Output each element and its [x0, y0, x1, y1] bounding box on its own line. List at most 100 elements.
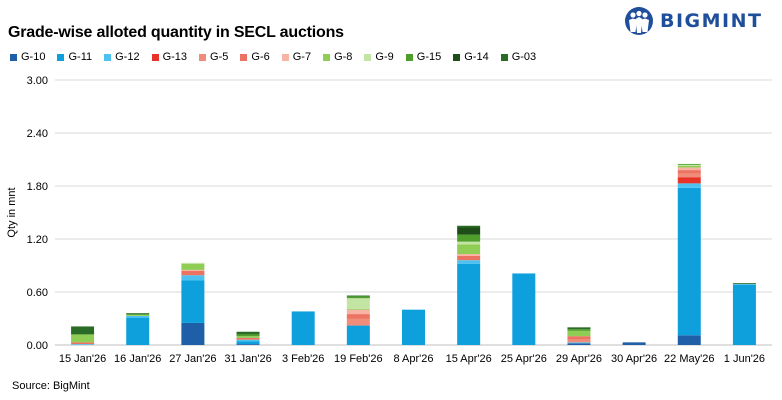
bar-segment — [126, 313, 150, 315]
bar-segment — [732, 284, 756, 285]
x-tick-label: 19 Feb'26 — [334, 353, 383, 365]
legend-item: G-8 — [323, 51, 352, 63]
bar-segment — [677, 163, 701, 165]
legend-label: G-03 — [511, 51, 537, 63]
legend-item: G-12 — [104, 51, 140, 63]
x-tick-label: 29 Apr'26 — [556, 353, 602, 365]
source-note: Source: BigMint — [12, 380, 90, 392]
legend-label: G-14 — [464, 51, 489, 63]
bar-segment — [236, 331, 260, 335]
y-tick-label: 0.60 — [27, 287, 48, 299]
bar-segment — [71, 344, 95, 345]
bar-segment — [732, 284, 756, 345]
bar-segment — [236, 339, 260, 342]
bar-segment — [346, 325, 370, 345]
y-tick-label: 2.40 — [27, 128, 48, 140]
bar-segment — [457, 260, 481, 264]
bar-segment — [126, 314, 150, 316]
bar-segment — [126, 314, 150, 315]
bar-segment — [732, 283, 756, 285]
bar-segment — [567, 329, 591, 331]
legend-item: G-13 — [151, 51, 188, 63]
bar-segment — [236, 336, 260, 338]
bar-segment — [181, 280, 205, 323]
bar-segment — [346, 318, 370, 326]
y-tick-label: 1.80 — [27, 181, 48, 193]
legend-swatch — [10, 53, 17, 61]
bar-segment — [346, 296, 370, 299]
bar-segment — [126, 317, 150, 345]
bar-segment — [181, 263, 205, 270]
y-tick-label: 3.00 — [27, 75, 48, 87]
bar-segment — [346, 308, 370, 310]
bar-segment — [457, 255, 481, 261]
legend-swatch — [240, 53, 248, 61]
bar-segment — [677, 183, 701, 188]
bar-segment — [622, 342, 646, 345]
bar-segment — [181, 275, 205, 281]
bar-segment — [346, 295, 370, 297]
bar-segment — [181, 322, 205, 345]
brand-logo: BIGMINT — [620, 6, 770, 36]
legend-swatch — [364, 53, 372, 61]
legend-item: G-5 — [199, 51, 228, 63]
legend-swatch — [405, 53, 413, 61]
bar-segment — [567, 327, 591, 330]
bar-segment — [346, 309, 370, 315]
legend-item: G-10 — [10, 51, 45, 63]
bar-segment — [236, 341, 260, 345]
bar-segment — [236, 334, 260, 337]
legend-swatch — [500, 53, 508, 61]
y-tick-label: 0.00 — [27, 340, 48, 352]
bar-segment — [181, 269, 205, 271]
legend-swatch — [104, 53, 112, 61]
bar-segment — [567, 343, 591, 345]
bar-segment — [457, 244, 481, 255]
y-tick-label: 1.20 — [27, 234, 48, 246]
bar-segment — [512, 273, 536, 345]
legend-item: G-03 — [500, 51, 537, 63]
legend-label: G-9 — [375, 51, 394, 63]
bar-segment — [567, 336, 591, 340]
legend-label: G-7 — [292, 51, 312, 63]
bar-segment — [71, 326, 95, 335]
bar-segment — [236, 337, 260, 340]
legend-label: G-8 — [334, 51, 353, 63]
bar-segment — [457, 241, 481, 245]
bar-segment — [457, 254, 481, 256]
bar-segment — [677, 187, 701, 336]
legend-swatch — [281, 53, 289, 61]
legend-label: G-15 — [416, 51, 442, 63]
legend-swatch — [199, 53, 207, 61]
legend-item: G-6 — [240, 51, 270, 63]
bar-segment — [71, 342, 95, 345]
x-tick-label: 15 Jan'26 — [59, 353, 106, 365]
x-tick-label: 16 Jan'26 — [114, 353, 161, 365]
x-tick-label: 31 Jan'26 — [224, 353, 271, 365]
x-tick-label: 22 May'26 — [664, 353, 714, 365]
legend-item: G-11 — [57, 51, 92, 63]
legend-swatch — [151, 53, 159, 61]
bar-segment — [567, 330, 591, 337]
bar-segment — [677, 164, 701, 166]
legend-label: G-13 — [162, 51, 188, 63]
bar-segment — [457, 225, 481, 228]
chart-legend: G-10 G-11 G-12 G-13 G-5 G-6 G-7 G-8 G-9 G-15 G-14 G… — [10, 51, 548, 63]
chart-title: Grade-wise alloted quantity in SECL auct… — [8, 24, 344, 41]
bar-segment — [126, 315, 150, 318]
bar-segment — [181, 262, 205, 264]
bar-segment — [677, 173, 701, 178]
brand-name: BIGMINT — [660, 10, 763, 32]
legend-label: G-5 — [210, 51, 229, 63]
x-tick-label: 1 Jun'26 — [724, 353, 765, 365]
legend-swatch — [57, 53, 65, 61]
legend-label: G-12 — [115, 51, 140, 63]
bar-segment — [457, 263, 481, 345]
x-tick-label: 15 Apr'26 — [446, 353, 492, 365]
x-tick-label: 8 Apr'26 — [393, 353, 433, 365]
bar-segment — [291, 311, 315, 345]
bar-segment — [677, 165, 701, 168]
bar-segment — [346, 314, 370, 319]
bar-segment — [402, 309, 425, 345]
legend-item: G-7 — [281, 51, 312, 63]
